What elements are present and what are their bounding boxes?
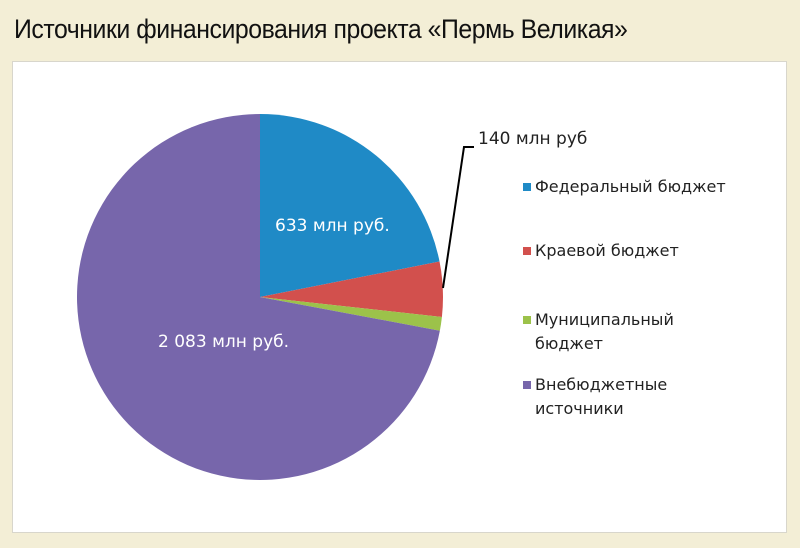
legend-label: источники (535, 399, 624, 418)
legend-label: Федеральный бюджет (535, 177, 726, 196)
leader-line (442, 146, 474, 289)
legend-label: Муниципальный (535, 310, 674, 329)
legend-swatch (523, 381, 531, 389)
legend-item-regional: Краевой бюджет (523, 239, 679, 263)
chart-title: Источники финансирования проекта «Пермь … (14, 14, 628, 44)
legend-label: Краевой бюджет (535, 241, 679, 260)
slice-federal (260, 114, 440, 297)
legend-label: бюджет (535, 334, 603, 353)
data-label-federal: 633 млн руб. (275, 216, 390, 236)
legend-swatch (523, 183, 531, 191)
legend-label: Внебюджетные (535, 375, 668, 394)
legend-item-federal: Федеральный бюджет (523, 175, 726, 199)
legend-swatch (523, 247, 531, 255)
slice-municipal (260, 297, 442, 331)
legend-item-extrabudgetary: Внебюджетные источники (523, 373, 668, 421)
slice-regional (260, 261, 443, 317)
slice-extrabudgetary (76, 114, 440, 480)
data-label-extrabudgetary: 2 083 млн руб. (158, 332, 289, 352)
legend-item-municipal: Муниципальный бюджет (523, 308, 674, 356)
legend-swatch (523, 316, 531, 324)
data-label-regional: 140 млн руб (478, 129, 587, 149)
